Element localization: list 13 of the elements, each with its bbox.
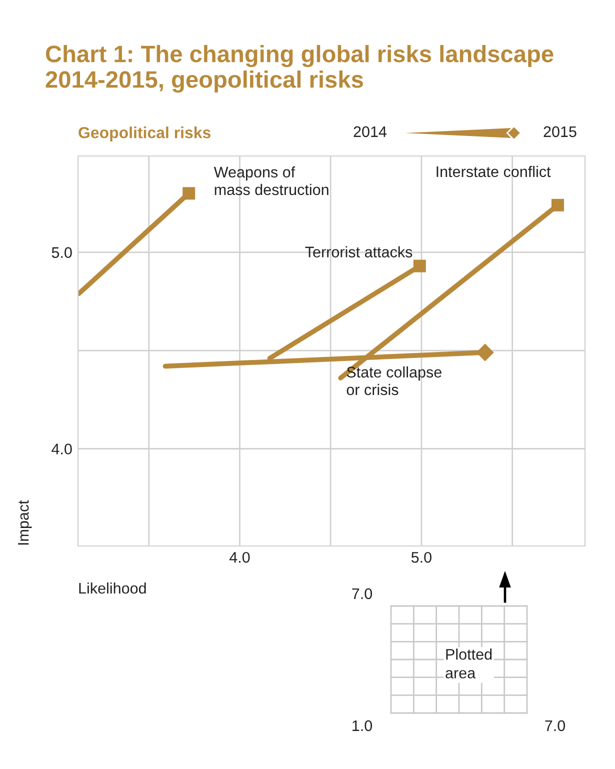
y-axis-title: Impact xyxy=(18,500,32,545)
series-label: Terrorist attacks xyxy=(305,246,412,258)
text: 7.0 xyxy=(545,720,566,732)
series-label: Weapons of mass destruction xyxy=(214,166,328,196)
chart-subtitle: Geopolitical risks xyxy=(78,126,210,142)
series-label: Interstate conflict xyxy=(436,166,551,178)
text: 7.0 xyxy=(352,588,372,600)
text: 2014 xyxy=(354,126,387,138)
x-axis-title: Likelihood xyxy=(79,582,146,594)
text: 1.0 xyxy=(352,720,372,732)
chart-title: Chart 1: The changing global risks landscape 2014-2015, geopolitical risks xyxy=(46,45,554,93)
text: Plotted area xyxy=(446,648,492,678)
text: 2015 xyxy=(544,126,576,138)
